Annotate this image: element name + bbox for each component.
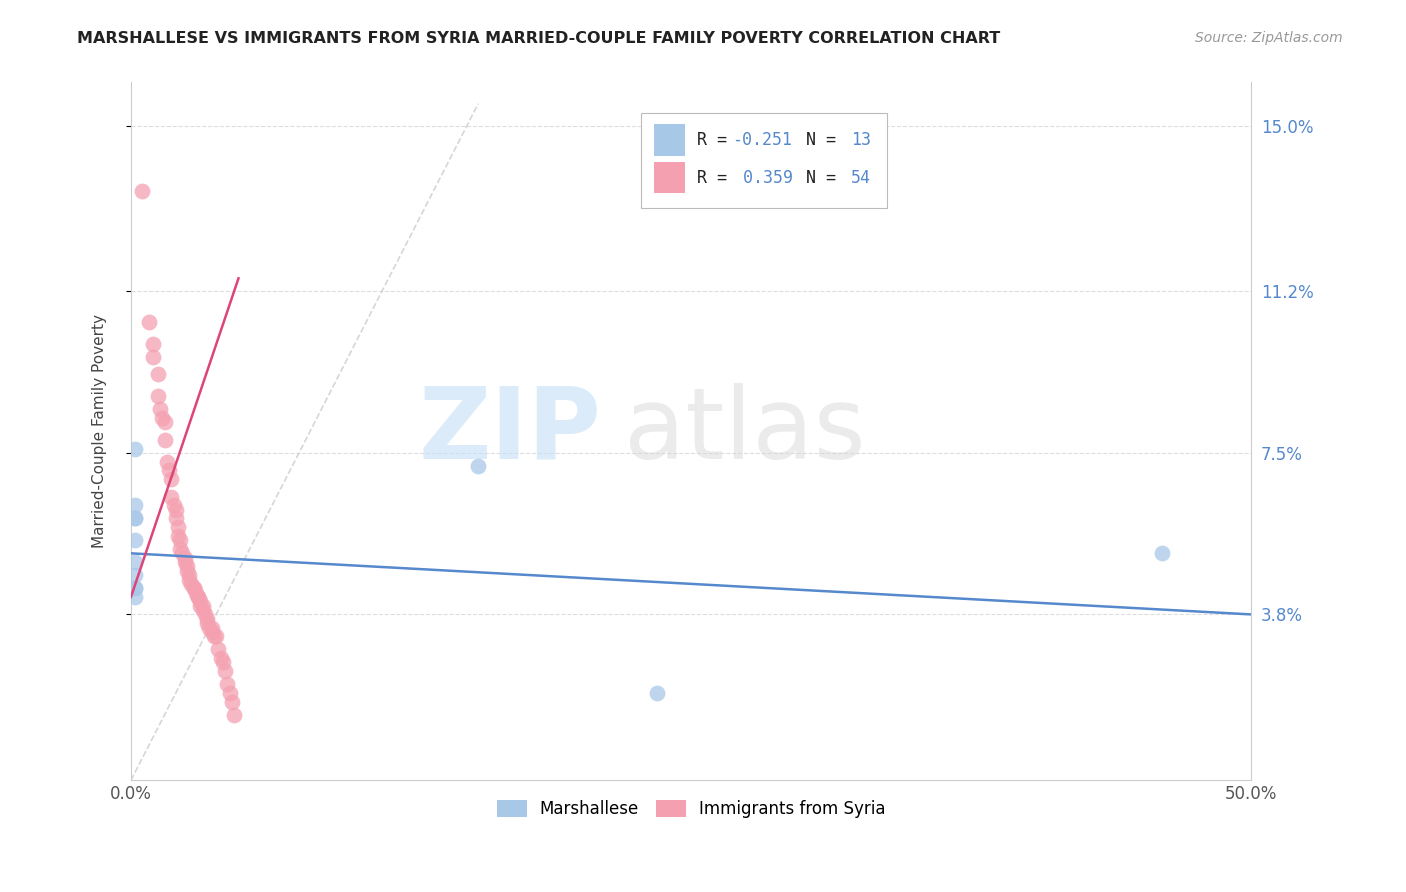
Point	[142, 350, 165, 364]
Point	[124, 511, 146, 525]
Point	[187, 590, 209, 604]
Point	[214, 664, 236, 678]
Point	[217, 677, 239, 691]
Point	[138, 315, 160, 329]
Point	[165, 511, 187, 525]
Point	[124, 533, 146, 548]
Point	[153, 416, 176, 430]
Y-axis label: Married-Couple Family Poverty: Married-Couple Family Poverty	[93, 314, 107, 548]
Point	[205, 629, 228, 643]
Point	[173, 555, 195, 569]
Text: R =: R =	[696, 169, 737, 186]
Text: ZIP: ZIP	[419, 383, 602, 480]
Point	[221, 695, 243, 709]
Point	[169, 541, 191, 556]
Text: atlas: atlas	[624, 383, 866, 480]
Text: 54: 54	[851, 169, 872, 186]
Point	[124, 555, 146, 569]
Point	[146, 368, 169, 382]
Point	[183, 581, 205, 595]
Point	[195, 612, 218, 626]
Point	[190, 599, 212, 613]
Text: N =: N =	[807, 169, 846, 186]
FancyBboxPatch shape	[654, 161, 686, 194]
Point	[142, 336, 165, 351]
Point	[195, 616, 218, 631]
Point	[124, 498, 146, 512]
Point	[167, 529, 190, 543]
Point	[124, 581, 146, 595]
Point	[160, 472, 183, 486]
Legend: Marshallese, Immigrants from Syria: Marshallese, Immigrants from Syria	[489, 793, 893, 824]
Point	[162, 498, 184, 512]
Text: 13: 13	[851, 131, 872, 149]
Point	[198, 621, 221, 635]
Point	[209, 651, 232, 665]
Point	[222, 707, 245, 722]
Point	[184, 585, 207, 599]
Point	[124, 590, 146, 604]
Point	[194, 607, 217, 622]
Point	[173, 550, 195, 565]
Text: -0.251: -0.251	[733, 131, 793, 149]
Point	[124, 511, 146, 525]
Text: R =: R =	[696, 131, 737, 149]
Point	[165, 502, 187, 516]
Point	[211, 656, 233, 670]
Point	[124, 581, 146, 595]
Point	[190, 594, 212, 608]
Point	[156, 455, 179, 469]
Text: N =: N =	[807, 131, 846, 149]
Point	[146, 389, 169, 403]
Point	[176, 564, 198, 578]
Point	[150, 411, 173, 425]
Point	[157, 463, 180, 477]
Point	[124, 442, 146, 456]
Point	[124, 568, 146, 582]
Point	[207, 642, 229, 657]
Point	[191, 603, 214, 617]
Point	[467, 458, 489, 473]
FancyBboxPatch shape	[654, 124, 686, 155]
Point	[180, 577, 202, 591]
Point	[153, 433, 176, 447]
Text: Source: ZipAtlas.com: Source: ZipAtlas.com	[1195, 31, 1343, 45]
Point	[179, 568, 201, 582]
Point	[191, 599, 214, 613]
Point	[183, 581, 205, 595]
Point	[1150, 546, 1173, 560]
Point	[172, 546, 194, 560]
Point	[167, 520, 190, 534]
Point	[200, 624, 222, 639]
Point	[202, 629, 225, 643]
Point	[160, 490, 183, 504]
Point	[131, 184, 153, 198]
Point	[200, 621, 222, 635]
Point	[218, 686, 240, 700]
Point	[169, 533, 191, 548]
Point	[176, 559, 198, 574]
Text: 0.359: 0.359	[733, 169, 793, 186]
Point	[149, 402, 172, 417]
Text: MARSHALLESE VS IMMIGRANTS FROM SYRIA MARRIED-COUPLE FAMILY POVERTY CORRELATION C: MARSHALLESE VS IMMIGRANTS FROM SYRIA MAR…	[77, 31, 1001, 46]
Point	[179, 573, 201, 587]
Point	[647, 686, 669, 700]
Point	[187, 590, 209, 604]
FancyBboxPatch shape	[641, 113, 887, 208]
